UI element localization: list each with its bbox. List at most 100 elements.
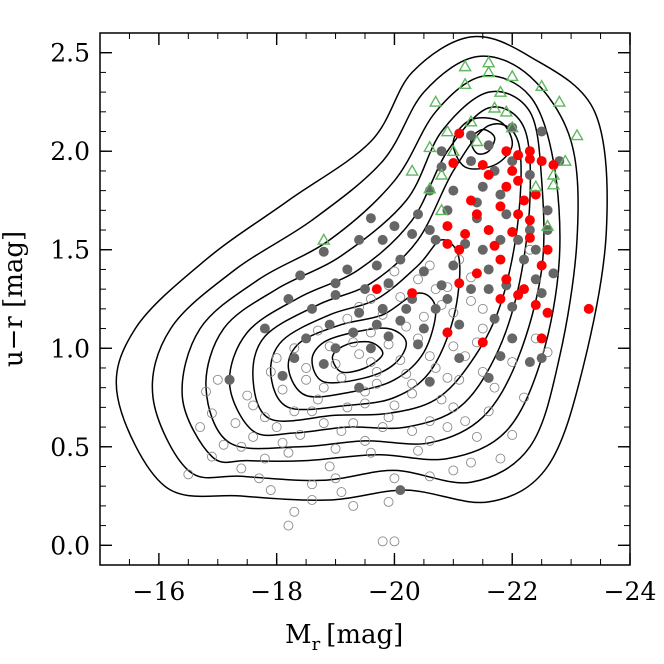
gray-point	[413, 209, 423, 220]
red-point	[513, 209, 524, 220]
open-circle-point	[401, 321, 412, 332]
gray-point	[342, 264, 353, 275]
red-point	[519, 284, 529, 295]
open-circle-point	[542, 347, 553, 358]
gray-point	[354, 382, 365, 393]
gray-point	[224, 374, 235, 385]
open-circle-point	[424, 260, 435, 271]
open-circle-point	[271, 422, 282, 433]
open-circle-point	[477, 323, 488, 334]
x-tick-label: −22	[486, 577, 539, 606]
gray-point	[448, 185, 459, 196]
open-circle-point	[448, 402, 459, 413]
gray-point	[289, 353, 300, 364]
open-circle-point	[312, 325, 323, 336]
red-point	[477, 337, 488, 348]
triangle-point	[534, 79, 549, 92]
open-circle-point	[519, 392, 529, 403]
gray-point	[418, 323, 429, 334]
open-circle-point	[277, 384, 288, 395]
triangle-point	[458, 59, 472, 72]
open-circle-point	[507, 357, 518, 368]
contour-line	[269, 239, 461, 411]
red-point	[530, 299, 541, 310]
gray-point	[348, 327, 359, 338]
triangle-point	[546, 177, 561, 190]
open-circle-point	[259, 453, 270, 464]
x-axis-title-main: M	[285, 620, 312, 650]
open-circle-point	[507, 430, 518, 440]
open-circle-point	[454, 374, 465, 385]
red-point	[501, 181, 512, 192]
red-point	[442, 221, 453, 232]
red-point	[542, 244, 553, 255]
triangle-point	[481, 55, 496, 68]
gray-point	[277, 370, 288, 381]
gray-point	[418, 266, 429, 277]
gray-point	[383, 331, 394, 342]
open-circle-point	[448, 465, 459, 476]
open-circle-point	[424, 416, 435, 427]
open-circle-point	[318, 382, 329, 393]
open-circle-point	[342, 402, 353, 413]
open-circle-point	[365, 327, 376, 338]
gray-point	[430, 303, 441, 314]
open-circle-point	[183, 469, 194, 480]
red-point	[530, 189, 541, 200]
open-circle-point	[330, 473, 341, 484]
gray-point	[401, 303, 412, 314]
gray-point	[466, 284, 476, 295]
y-tick-label: 1.5	[50, 236, 90, 265]
open-circle-point	[265, 485, 276, 496]
red-point	[513, 175, 524, 186]
open-circle-point	[489, 382, 500, 393]
open-circle-point	[360, 398, 370, 409]
y-tick-label: 2.5	[50, 39, 90, 68]
triangle-point	[552, 95, 567, 107]
open-circle-point	[471, 431, 482, 442]
red-point	[536, 260, 547, 271]
gray-point	[519, 254, 529, 265]
open-circle-point	[365, 357, 376, 368]
contour-line	[151, 55, 579, 484]
open-circle-point	[289, 506, 300, 517]
open-circle-point	[206, 408, 217, 419]
open-circle-point	[330, 443, 341, 454]
open-circle-point	[454, 254, 465, 265]
open-circle-point	[195, 422, 206, 433]
open-circle-point	[383, 496, 394, 507]
open-circle-point	[360, 435, 370, 446]
red-point	[536, 333, 547, 344]
red-point	[583, 303, 594, 314]
open-circle-point	[477, 303, 488, 314]
open-circle-point	[301, 363, 312, 373]
open-circle-point	[212, 374, 223, 385]
open-circle-point	[277, 437, 288, 448]
gray-point	[307, 303, 317, 314]
red-point	[483, 169, 494, 180]
gray-point	[430, 234, 441, 245]
open-circle-point	[289, 343, 300, 354]
gray-point	[466, 130, 476, 141]
axes: −16 −18 −20 −22 −24 0.0 0.5 1.0 1.5 2.0 2.5	[50, 32, 656, 606]
triangle-point	[440, 124, 455, 137]
open-circle-point	[242, 390, 253, 401]
red-point	[548, 160, 559, 171]
open-circle-point	[324, 461, 335, 472]
open-circle-point	[395, 355, 406, 366]
gray-point	[365, 343, 376, 354]
gray-point	[448, 260, 459, 271]
triangle-point	[499, 104, 514, 117]
red-point	[507, 165, 518, 176]
open-circle-point	[312, 394, 323, 405]
open-circle-point	[377, 422, 388, 433]
triangle-point	[558, 154, 572, 166]
open-circle-point	[295, 430, 306, 440]
open-circle-point	[365, 294, 376, 304]
triangle-point	[570, 128, 584, 141]
red-point	[471, 209, 482, 220]
triangle-point	[493, 85, 508, 97]
red-point	[454, 278, 465, 289]
gray-point	[477, 244, 488, 255]
open-circle-point	[271, 353, 282, 364]
